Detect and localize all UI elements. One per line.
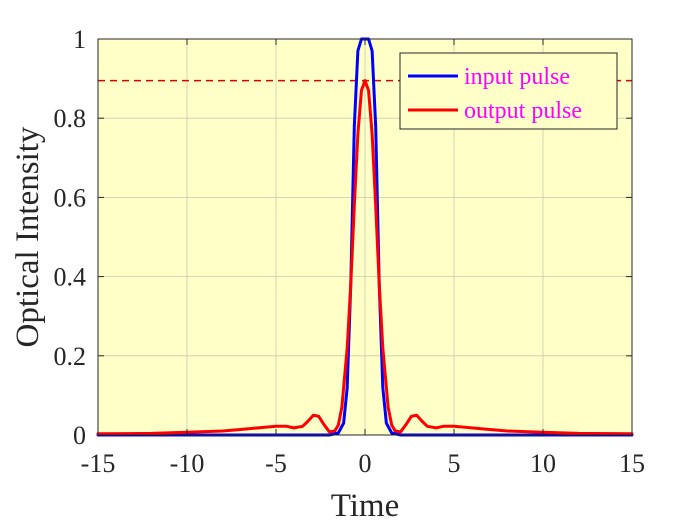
x-tick-label: -5 <box>265 449 287 478</box>
x-tick-labels: -15 -10 -5 0 5 10 15 <box>81 449 645 478</box>
x-tick-label: 0 <box>359 449 372 478</box>
axis-ticks <box>97 38 633 436</box>
x-tick-label: -15 <box>81 449 116 478</box>
y-tick-label: 0.8 <box>54 104 87 133</box>
y-tick-label: 1 <box>73 25 86 54</box>
x-axis-title: Time <box>331 488 399 524</box>
y-tick-label: 0.4 <box>54 263 87 292</box>
series-line-output-pulse <box>96 79 634 436</box>
y-tick-label: 0 <box>73 421 86 450</box>
legend: input pulse output pulse <box>399 52 618 130</box>
x-tick-label: 15 <box>619 449 645 478</box>
y-axis-title: Optical Intensity <box>10 126 46 347</box>
y-tick-label: 0.6 <box>54 183 87 212</box>
y-tick-labels: 0 0.2 0.4 0.6 0.8 1 <box>54 25 87 450</box>
x-tick-label: -10 <box>170 449 205 478</box>
legend-label: output pulse <box>464 98 582 124</box>
x-tick-label: 5 <box>448 449 461 478</box>
legend-label: input pulse <box>464 64 570 90</box>
y-tick-label: 0.2 <box>54 342 87 371</box>
x-tick-label: 10 <box>530 449 556 478</box>
legend-box <box>399 52 618 130</box>
